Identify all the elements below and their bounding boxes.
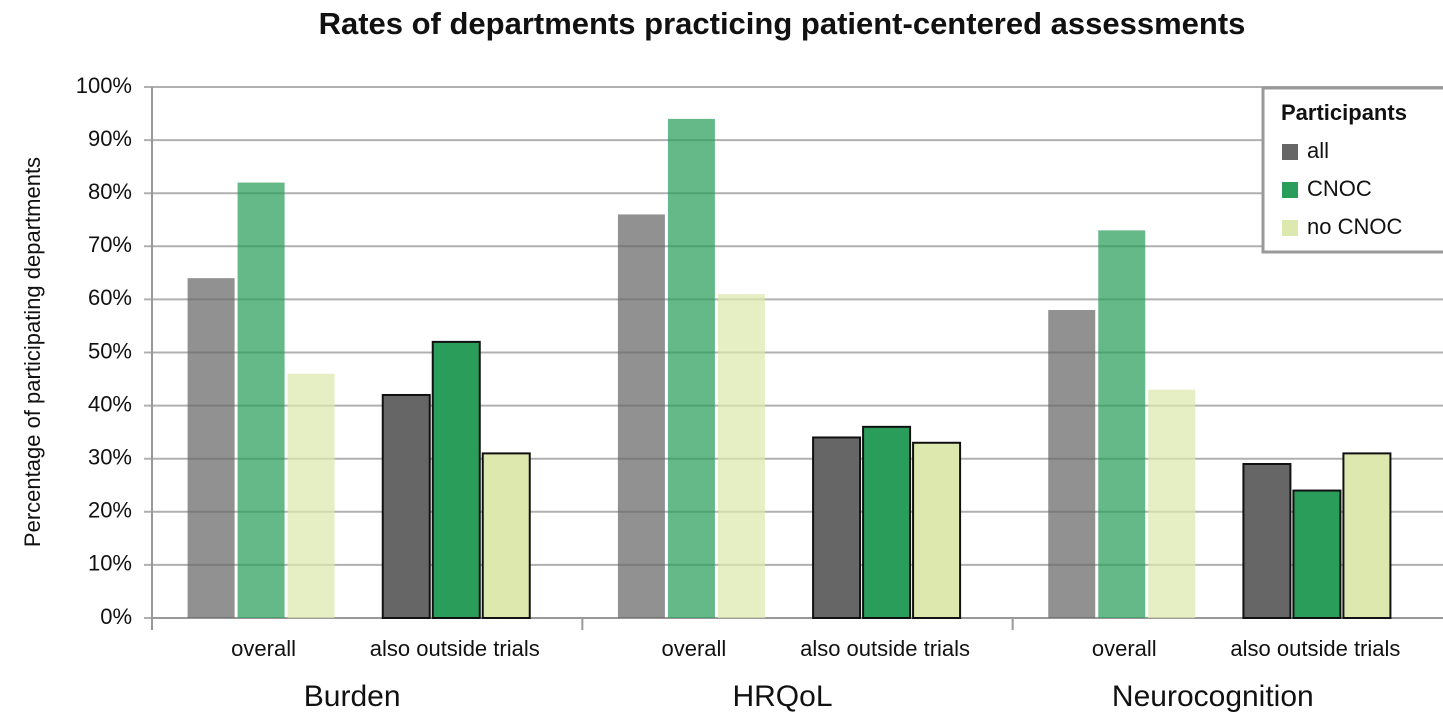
y-tick-label: 50% <box>88 338 132 363</box>
chart-title: Rates of departments practicing patient-… <box>319 6 1246 41</box>
bar <box>481 452 531 620</box>
y-tick-label: 20% <box>88 498 132 523</box>
legend-swatch <box>1282 144 1298 160</box>
bar <box>667 118 715 619</box>
bar <box>1098 230 1146 618</box>
bar <box>187 278 235 618</box>
y-tick-label: 60% <box>88 285 132 310</box>
y-tick-label: 80% <box>88 179 132 204</box>
bar <box>1048 310 1096 618</box>
group-label: Neurocognition <box>1112 680 1314 713</box>
bar <box>287 373 335 618</box>
bar <box>862 425 912 619</box>
legend-swatch <box>1282 182 1298 198</box>
bar <box>812 436 862 619</box>
y-tick-label: 10% <box>88 551 132 576</box>
bar <box>381 393 431 620</box>
y-tick-label: 0% <box>100 604 132 629</box>
y-tick-label: 100% <box>76 73 132 98</box>
legend-label: all <box>1307 138 1329 163</box>
legend-label: no CNOC <box>1307 214 1402 239</box>
bar <box>1292 489 1342 619</box>
x-tick-label: overall <box>231 636 296 661</box>
y-axis-label: Percentage of participating departments <box>20 157 45 547</box>
bar <box>1342 452 1392 620</box>
bar <box>1148 389 1196 618</box>
y-tick-label: 40% <box>88 391 132 416</box>
y-tick-label: 90% <box>88 126 132 151</box>
y-tick-label: 30% <box>88 445 132 470</box>
legend-label: CNOC <box>1307 176 1372 201</box>
legend-title: Participants <box>1281 100 1407 125</box>
x-tick-label: overall <box>1092 636 1157 661</box>
x-tick-label: overall <box>662 636 727 661</box>
bar <box>617 214 665 618</box>
group-label: HRQoL <box>732 680 832 713</box>
bar <box>1242 463 1292 620</box>
x-tick-label: also outside trials <box>370 636 540 661</box>
bar <box>237 182 285 618</box>
legend-swatch <box>1282 220 1298 236</box>
group-label: Burden <box>304 680 401 713</box>
bar <box>717 294 765 618</box>
x-tick-label: also outside trials <box>800 636 970 661</box>
bar <box>912 441 962 619</box>
bar <box>431 340 481 619</box>
x-tick-label: also outside trials <box>1230 636 1400 661</box>
y-tick-label: 70% <box>88 232 132 257</box>
